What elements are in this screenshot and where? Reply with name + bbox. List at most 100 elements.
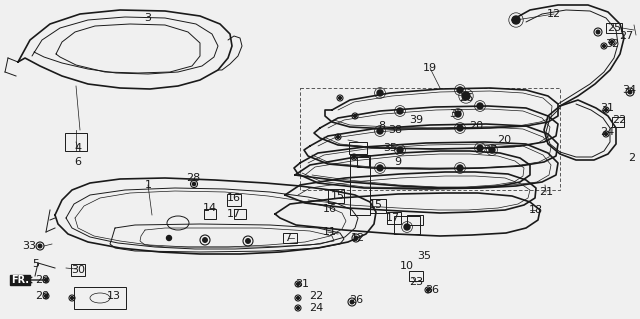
Circle shape [246,239,250,243]
Circle shape [354,115,356,117]
Text: 28: 28 [186,173,200,183]
Bar [387,212,401,224]
Circle shape [427,289,429,291]
Bar [65,133,87,151]
Text: 12: 12 [547,9,561,19]
Bar [71,264,85,276]
Text: 13: 13 [107,291,121,301]
Circle shape [297,283,300,286]
Text: FR.: FR. [11,275,29,285]
Text: 16: 16 [323,204,337,214]
Bar [234,209,246,219]
Circle shape [350,300,354,304]
Circle shape [611,41,613,43]
Circle shape [397,147,403,153]
Text: 24: 24 [600,127,614,137]
Circle shape [605,133,607,135]
Circle shape [45,295,47,297]
Bar [349,142,367,154]
Bar [283,233,297,243]
Text: 30: 30 [71,265,85,275]
Circle shape [193,182,196,186]
Text: 2: 2 [628,153,636,163]
Bar [204,209,216,219]
Text: 9: 9 [394,157,401,167]
Bar [612,117,624,127]
Text: 11: 11 [323,227,337,237]
Text: 22: 22 [309,291,323,301]
Text: 26: 26 [349,295,363,305]
Text: 31: 31 [295,279,309,289]
Circle shape [477,145,483,151]
Text: 4: 4 [74,143,81,153]
Text: 25: 25 [607,23,621,33]
Bar [407,215,423,225]
Polygon shape [10,275,30,285]
Circle shape [455,111,461,117]
Text: 12: 12 [351,233,365,243]
Text: 6: 6 [74,157,81,167]
Circle shape [297,307,300,309]
Text: 27: 27 [619,31,633,41]
Text: 35: 35 [417,251,431,261]
Circle shape [397,108,403,114]
Circle shape [203,238,207,242]
Circle shape [337,136,339,138]
Circle shape [377,128,383,134]
Circle shape [45,279,47,281]
Text: 37: 37 [483,145,497,155]
Circle shape [166,235,172,241]
Circle shape [605,109,607,111]
Text: 14: 14 [203,203,217,213]
Circle shape [297,297,300,299]
Text: 23: 23 [409,277,423,287]
Bar [74,287,126,309]
Text: 10: 10 [400,261,414,271]
Text: 3: 3 [145,13,152,23]
Text: 37: 37 [449,109,463,119]
Circle shape [404,224,410,230]
Circle shape [377,165,383,171]
Text: 8: 8 [378,121,385,131]
Circle shape [489,147,495,153]
Bar [328,189,344,203]
Circle shape [628,90,632,94]
Circle shape [377,90,383,96]
Text: 18: 18 [529,205,543,215]
Text: 17: 17 [227,209,241,219]
Text: 5: 5 [33,259,40,269]
Bar [357,157,369,167]
Text: 35: 35 [383,143,397,153]
Circle shape [70,297,74,299]
Text: 20: 20 [497,135,511,145]
Circle shape [457,165,463,171]
Text: 26: 26 [459,93,473,103]
Text: 22: 22 [612,115,626,125]
Circle shape [339,97,341,99]
Text: 33: 33 [22,241,36,251]
Circle shape [462,92,470,100]
Circle shape [38,244,42,248]
Text: 36: 36 [425,285,439,295]
Text: 31: 31 [600,103,614,113]
Text: 7: 7 [284,233,292,243]
Bar [394,216,420,234]
Circle shape [477,103,483,109]
Text: 38: 38 [388,125,402,135]
Circle shape [457,125,463,131]
Bar [606,23,622,33]
Text: 17: 17 [386,213,400,223]
Text: 24: 24 [309,303,323,313]
Text: 39: 39 [409,115,423,125]
Text: 32: 32 [605,39,619,49]
Text: 34: 34 [622,85,636,95]
Circle shape [457,87,463,93]
Text: 16: 16 [227,193,241,203]
Bar [227,194,241,206]
Bar [409,271,423,281]
Circle shape [353,156,355,158]
Text: 29: 29 [35,275,49,285]
Circle shape [596,30,600,34]
Text: 19: 19 [423,63,437,73]
Text: 15: 15 [331,191,345,201]
